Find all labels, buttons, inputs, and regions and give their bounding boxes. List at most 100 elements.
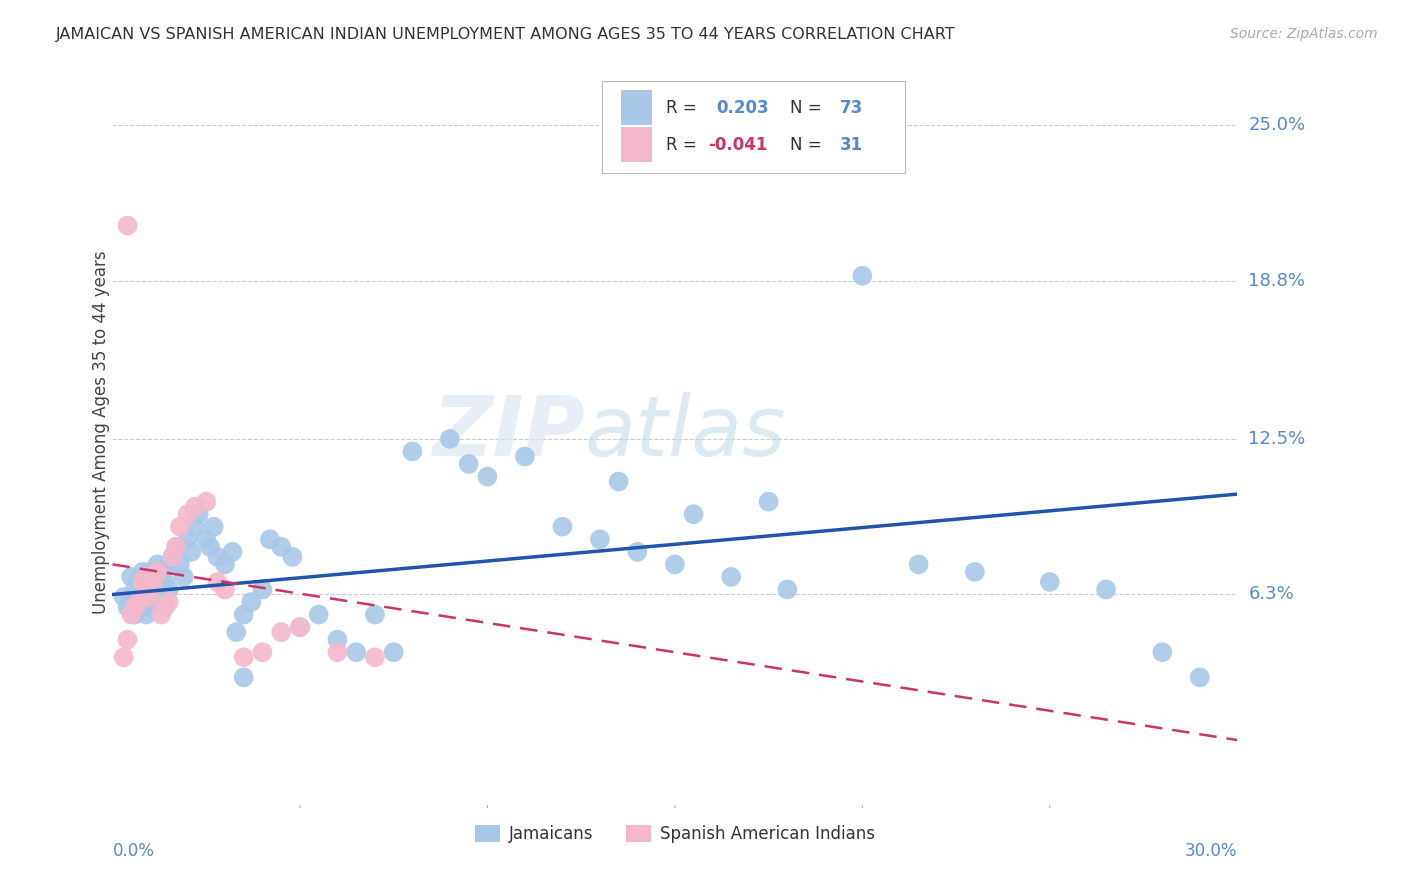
- Point: [288, 620, 311, 634]
- Point: [124, 607, 146, 622]
- Point: [326, 645, 349, 659]
- Point: [364, 607, 387, 622]
- Point: [198, 540, 221, 554]
- Point: [128, 574, 150, 589]
- Point: [382, 645, 405, 659]
- Point: [124, 600, 146, 615]
- Point: [851, 268, 873, 283]
- Point: [120, 570, 142, 584]
- Point: [120, 607, 142, 622]
- Point: [513, 450, 536, 464]
- Point: [202, 520, 225, 534]
- Point: [128, 595, 150, 609]
- Point: [776, 582, 799, 597]
- Point: [207, 549, 229, 564]
- Point: [401, 444, 423, 458]
- Text: 30.0%: 30.0%: [1185, 842, 1237, 860]
- Y-axis label: Unemployment Among Ages 35 to 44 years: Unemployment Among Ages 35 to 44 years: [93, 251, 110, 615]
- Point: [364, 650, 387, 665]
- Text: 0.0%: 0.0%: [112, 842, 155, 860]
- Point: [626, 545, 648, 559]
- Point: [157, 582, 180, 597]
- Text: Source: ZipAtlas.com: Source: ZipAtlas.com: [1230, 27, 1378, 41]
- Point: [135, 582, 157, 597]
- Point: [124, 582, 146, 597]
- Point: [131, 565, 153, 579]
- Text: 6.3%: 6.3%: [1249, 585, 1294, 604]
- Point: [344, 645, 367, 659]
- Point: [270, 540, 292, 554]
- Point: [551, 520, 574, 534]
- Text: 73: 73: [841, 99, 863, 117]
- Point: [150, 565, 173, 579]
- Text: 0.203: 0.203: [717, 99, 769, 117]
- Point: [184, 520, 207, 534]
- Point: [1188, 670, 1211, 684]
- Point: [169, 520, 191, 534]
- Point: [169, 558, 191, 572]
- Point: [131, 590, 153, 604]
- Point: [139, 590, 162, 604]
- Point: [1039, 574, 1062, 589]
- Point: [176, 507, 198, 521]
- Text: 12.5%: 12.5%: [1249, 430, 1306, 448]
- Point: [225, 625, 247, 640]
- Point: [165, 540, 187, 554]
- Point: [153, 600, 176, 615]
- Point: [252, 645, 274, 659]
- Text: 25.0%: 25.0%: [1249, 116, 1306, 134]
- Point: [326, 632, 349, 647]
- Point: [288, 620, 311, 634]
- Point: [157, 595, 180, 609]
- Point: [1095, 582, 1118, 597]
- Point: [214, 558, 236, 572]
- Point: [477, 469, 499, 483]
- Point: [457, 457, 479, 471]
- Point: [187, 507, 209, 521]
- Point: [128, 600, 150, 615]
- Point: [146, 582, 169, 597]
- Point: [173, 570, 195, 584]
- Point: [195, 533, 218, 547]
- Point: [117, 600, 139, 615]
- Text: JAMAICAN VS SPANISH AMERICAN INDIAN UNEMPLOYMENT AMONG AGES 35 TO 44 YEARS CORRE: JAMAICAN VS SPANISH AMERICAN INDIAN UNEM…: [56, 27, 956, 42]
- Point: [146, 565, 169, 579]
- Text: 18.8%: 18.8%: [1249, 272, 1305, 290]
- Point: [162, 549, 184, 564]
- Point: [135, 570, 157, 584]
- Point: [139, 574, 162, 589]
- Point: [157, 558, 180, 572]
- Point: [142, 590, 165, 604]
- Text: R =: R =: [666, 99, 702, 117]
- Point: [153, 574, 176, 589]
- Point: [907, 558, 929, 572]
- Point: [207, 574, 229, 589]
- Point: [112, 590, 135, 604]
- Point: [252, 582, 274, 597]
- Point: [150, 607, 173, 622]
- Point: [131, 595, 153, 609]
- Point: [117, 219, 139, 233]
- Point: [195, 494, 218, 508]
- Point: [682, 507, 704, 521]
- Point: [139, 570, 162, 584]
- Point: [439, 432, 461, 446]
- Point: [240, 595, 263, 609]
- Point: [720, 570, 742, 584]
- Point: [259, 533, 281, 547]
- Point: [150, 595, 173, 609]
- Point: [146, 558, 169, 572]
- Text: atlas: atlas: [585, 392, 786, 473]
- Point: [180, 545, 202, 559]
- Text: N =: N =: [790, 136, 827, 153]
- FancyBboxPatch shape: [621, 127, 652, 162]
- Text: 31: 31: [841, 136, 863, 153]
- Point: [135, 607, 157, 622]
- Point: [664, 558, 686, 572]
- Point: [176, 533, 198, 547]
- Point: [162, 549, 184, 564]
- Point: [1152, 645, 1174, 659]
- Text: ZIP: ZIP: [432, 392, 585, 473]
- Point: [589, 533, 612, 547]
- Point: [142, 570, 165, 584]
